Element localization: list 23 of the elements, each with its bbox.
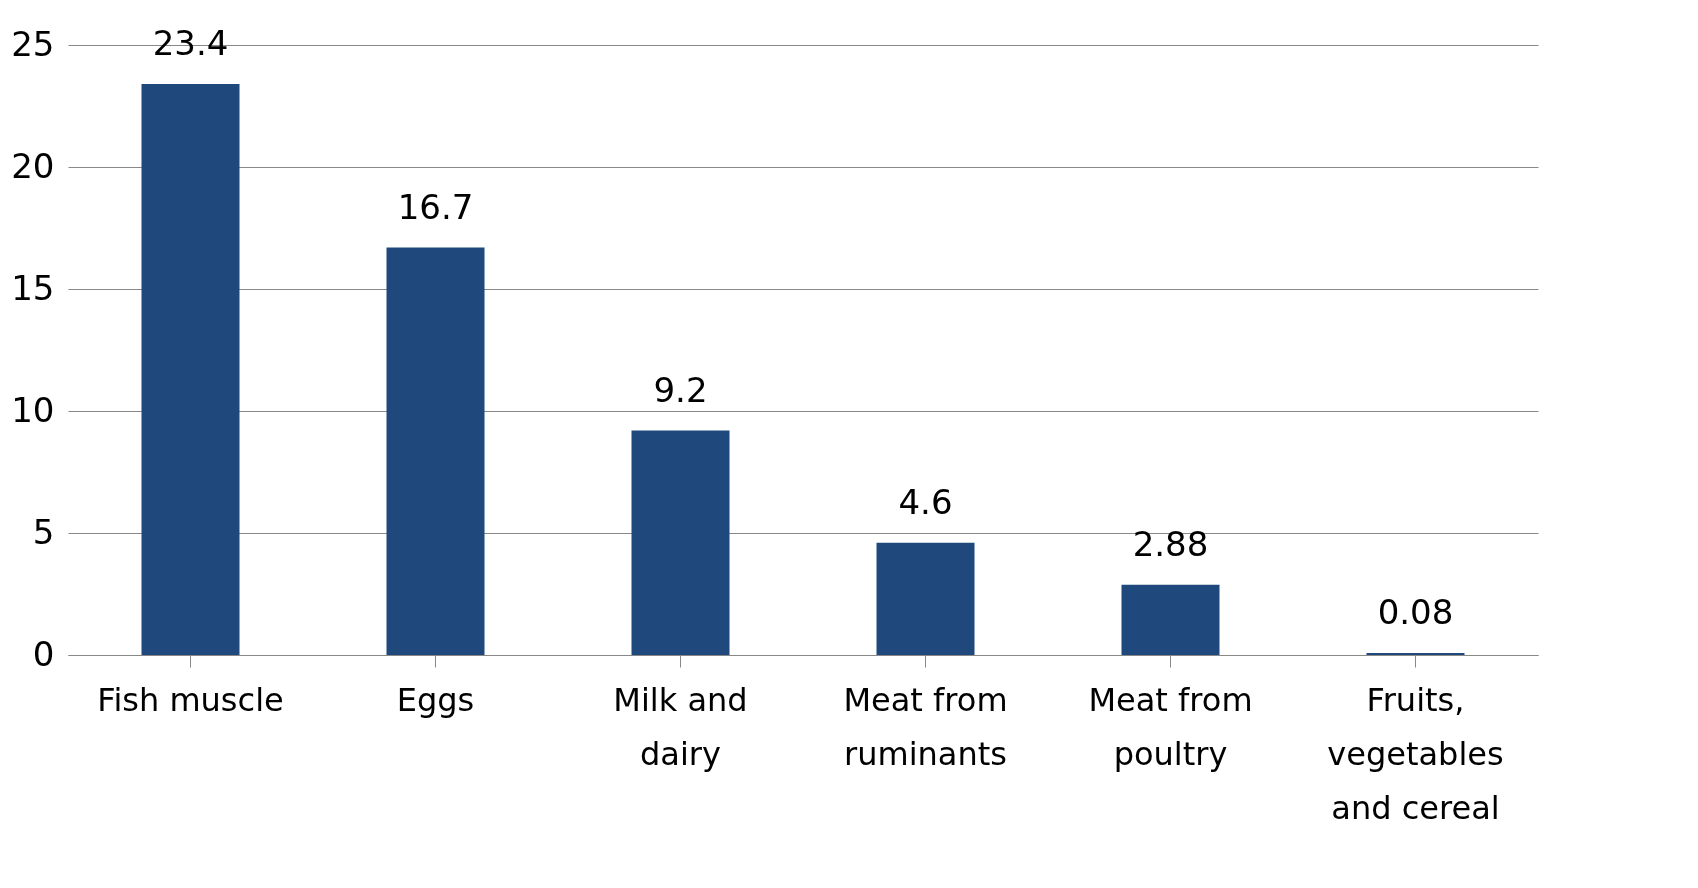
x-tick-label: Eggs — [396, 680, 475, 719]
bar — [386, 247, 485, 655]
data-label: 16.7 — [397, 186, 474, 227]
data-label: 2.88 — [1132, 523, 1209, 564]
bar — [141, 84, 240, 655]
y-tick-label: 15 — [11, 267, 55, 308]
x-tick-label: Meat from ruminants — [843, 680, 1008, 773]
bar — [1121, 584, 1220, 655]
data-label: 9.2 — [653, 369, 708, 410]
y-tick-label: 10 — [11, 389, 55, 430]
data-label: 4.6 — [898, 481, 953, 522]
y-tick-label: 25 — [11, 23, 55, 64]
x-tick-label: Fruits, vegetables and cereal — [1327, 680, 1504, 827]
y-tick-label: 0 — [32, 633, 55, 674]
x-tick-label: Milk and dairy — [613, 680, 748, 773]
y-tick-label: 5 — [32, 511, 55, 552]
x-tick-label: Fish muscle — [97, 680, 284, 719]
data-label: 23.4 — [152, 23, 229, 64]
bar — [631, 430, 730, 655]
data-label: 0.08 — [1377, 592, 1454, 633]
y-tick-label: 20 — [11, 145, 55, 186]
bar — [876, 542, 975, 655]
x-tick-label: Meat from poultry — [1088, 680, 1253, 773]
